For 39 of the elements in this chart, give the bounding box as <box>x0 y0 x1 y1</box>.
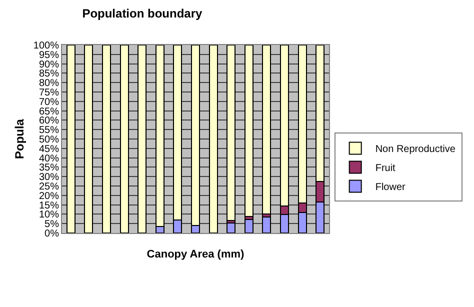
bar <box>138 45 147 233</box>
y-tick-label: 45% <box>38 144 60 155</box>
bar <box>226 222 236 233</box>
y-tick-label: 5% <box>44 219 60 230</box>
y-tick-label: 75% <box>38 88 60 98</box>
bar <box>226 45 236 222</box>
y-tick-label: 50% <box>38 134 60 146</box>
bar <box>120 45 129 233</box>
y-tick-label: 20% <box>38 190 60 202</box>
y-tick-label: 95% <box>38 50 60 61</box>
y-tick-label: 100% <box>33 40 60 52</box>
y-tick-label: 90% <box>38 59 60 70</box>
y-tick-label: 35% <box>38 162 60 174</box>
bar <box>262 45 272 215</box>
y-tick-label: 30% <box>38 172 60 184</box>
y-tick-label: 85% <box>38 68 60 80</box>
y-tick-label: 40% <box>38 153 60 164</box>
legend-label: Non Reproductive <box>375 144 456 156</box>
legend-label: Flower <box>375 182 406 194</box>
chart-title: Population boundary <box>82 6 203 21</box>
bar <box>84 45 94 233</box>
y-axis-title: Popula <box>12 118 27 160</box>
y-tick-label: 10% <box>38 210 60 221</box>
bar <box>66 45 76 233</box>
x-axis-title: Canopy Area (mm) <box>146 248 245 261</box>
y-tick-label: 25% <box>38 182 60 192</box>
bar <box>208 45 218 233</box>
y-tick-label: 70% <box>38 96 60 108</box>
y-tick-label: 65% <box>38 106 60 118</box>
bar <box>102 45 112 233</box>
legend-label: Fruit <box>375 163 396 174</box>
y-tick-label: 55% <box>38 125 60 136</box>
y-tick-label: 60% <box>38 116 60 127</box>
y-tick-label: 80% <box>38 78 60 90</box>
y-tick-label: 0% <box>44 228 60 240</box>
bar <box>262 216 272 233</box>
y-tick-label: 15% <box>38 200 60 212</box>
bar <box>244 218 254 233</box>
bar <box>244 45 254 217</box>
